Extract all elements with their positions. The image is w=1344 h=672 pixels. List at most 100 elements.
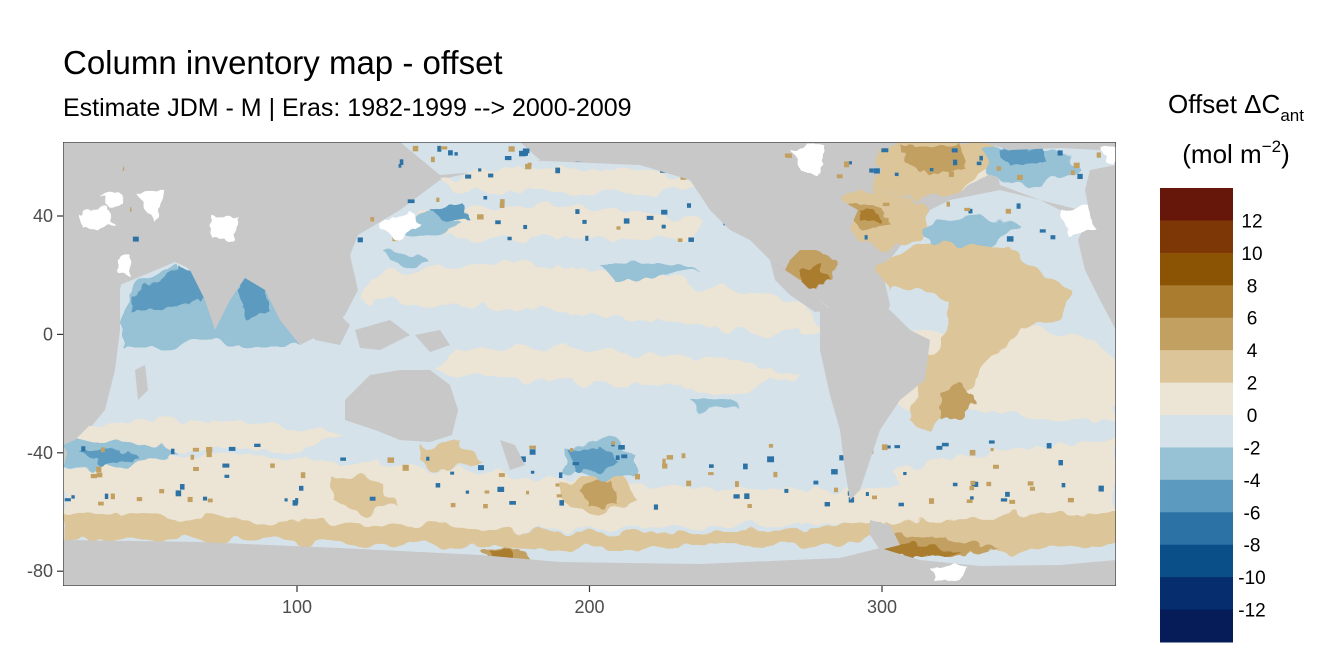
field-speckle	[504, 155, 512, 161]
field-speckle	[478, 168, 482, 172]
field-speckle	[190, 454, 195, 460]
field-speckle	[708, 472, 714, 476]
field-speckle	[1009, 499, 1016, 504]
field-speckle	[1061, 482, 1066, 488]
field-speckle	[1073, 162, 1080, 169]
field-speckle	[990, 448, 994, 452]
legend-label: 8	[1247, 276, 1258, 297]
field-speckle	[848, 161, 852, 165]
legend-label: -2	[1244, 438, 1261, 459]
field-speckle	[399, 159, 404, 165]
field-speckle	[555, 483, 560, 487]
field-speckle	[559, 500, 565, 506]
legend-swatch	[1160, 479, 1233, 513]
field-speckle	[843, 161, 850, 168]
missing-data-areas	[80, 145, 1116, 580]
x-tick-label: 100	[282, 597, 312, 617]
field-speckle	[986, 481, 992, 487]
legend-labels: 12 10 8 6 4 2 0 -2 -4 -6 -8 -10 -12	[1238, 211, 1265, 621]
field-speckle	[708, 464, 714, 468]
field-speckle	[357, 237, 363, 243]
x-tick-label: 200	[574, 597, 604, 617]
field-speckle	[903, 471, 907, 476]
field-speckle	[170, 448, 175, 455]
x-axis: 100 200 300	[282, 586, 897, 617]
field-speckle	[969, 449, 976, 456]
field-speckle	[611, 441, 615, 446]
field-speckle	[976, 161, 982, 166]
field-speckle	[662, 463, 668, 469]
field-speckle	[686, 480, 692, 487]
field-speckle	[618, 445, 625, 450]
field-speckle	[681, 453, 686, 459]
legend-swatch	[1160, 317, 1233, 351]
field-speckle	[370, 216, 375, 222]
field-speckle	[270, 463, 275, 468]
field-speckle	[497, 486, 505, 492]
field-speckle	[824, 502, 831, 507]
field-speckle	[450, 471, 455, 475]
field-speckle	[523, 224, 528, 230]
legend-swatch	[1160, 252, 1233, 286]
legend-swatch	[1160, 220, 1233, 254]
legend-title-sub: ant	[1280, 106, 1304, 125]
field-speckle	[1017, 174, 1023, 180]
legend-title-main: Offset ΔC	[1168, 89, 1280, 119]
field-speckle	[448, 150, 453, 156]
field-speckle	[735, 481, 739, 488]
field-speckle	[653, 504, 659, 510]
field-speckle	[508, 146, 515, 152]
field-speckle	[968, 208, 973, 214]
legend-unit-close: )	[1281, 139, 1290, 169]
field-speckle	[869, 168, 874, 173]
field-speckle	[1077, 173, 1083, 180]
field-speckle	[831, 469, 838, 475]
field-speckle	[435, 483, 441, 488]
field-speckle	[159, 488, 165, 494]
legend-unit-open: (mol m	[1182, 139, 1261, 169]
legend-label: -12	[1238, 601, 1265, 622]
legend-swatch	[1160, 188, 1233, 221]
field-speckle	[192, 447, 200, 452]
field-speckle	[988, 440, 995, 444]
legend-swatch	[1160, 544, 1233, 578]
legend-swatch	[1160, 512, 1233, 546]
field-speckle	[1096, 152, 1101, 158]
offset-band-4-6	[480, 145, 1000, 565]
field-speckle	[784, 153, 792, 158]
field-speckle	[175, 490, 182, 497]
field-speckle	[412, 145, 419, 152]
field-speckle	[369, 496, 376, 501]
field-speckle	[928, 498, 935, 504]
field-speckle	[864, 235, 868, 240]
field-speckle	[465, 174, 472, 179]
field-speckle	[743, 463, 748, 470]
field-speckle	[136, 497, 143, 502]
field-speckle	[110, 493, 115, 500]
legend-label: -8	[1244, 536, 1261, 557]
field-speckle	[646, 215, 654, 220]
field-speckle	[1039, 229, 1046, 233]
y-tick-label: -80	[27, 561, 53, 581]
field-speckle	[621, 454, 628, 459]
field-speckle	[881, 148, 889, 153]
field-speckle	[872, 495, 877, 500]
field-speckle	[966, 499, 973, 503]
field-speckle	[952, 159, 958, 166]
legend-label: 10	[1241, 244, 1262, 265]
legend-label: 0	[1247, 406, 1258, 427]
field-speckle	[530, 470, 535, 474]
field-speckle	[407, 199, 415, 204]
field-speckle	[450, 502, 456, 508]
field-speckle	[520, 456, 526, 463]
field-speckle	[1067, 497, 1074, 503]
field-speckle	[207, 498, 213, 503]
field-speckle	[465, 490, 470, 494]
field-speckle	[483, 503, 488, 509]
field-speckle	[964, 207, 971, 212]
field-speckle	[1046, 443, 1052, 449]
field-speckle	[661, 224, 666, 229]
y-tick-label: -40	[27, 443, 53, 463]
field-speckle	[193, 466, 199, 472]
field-speckle	[873, 168, 880, 174]
